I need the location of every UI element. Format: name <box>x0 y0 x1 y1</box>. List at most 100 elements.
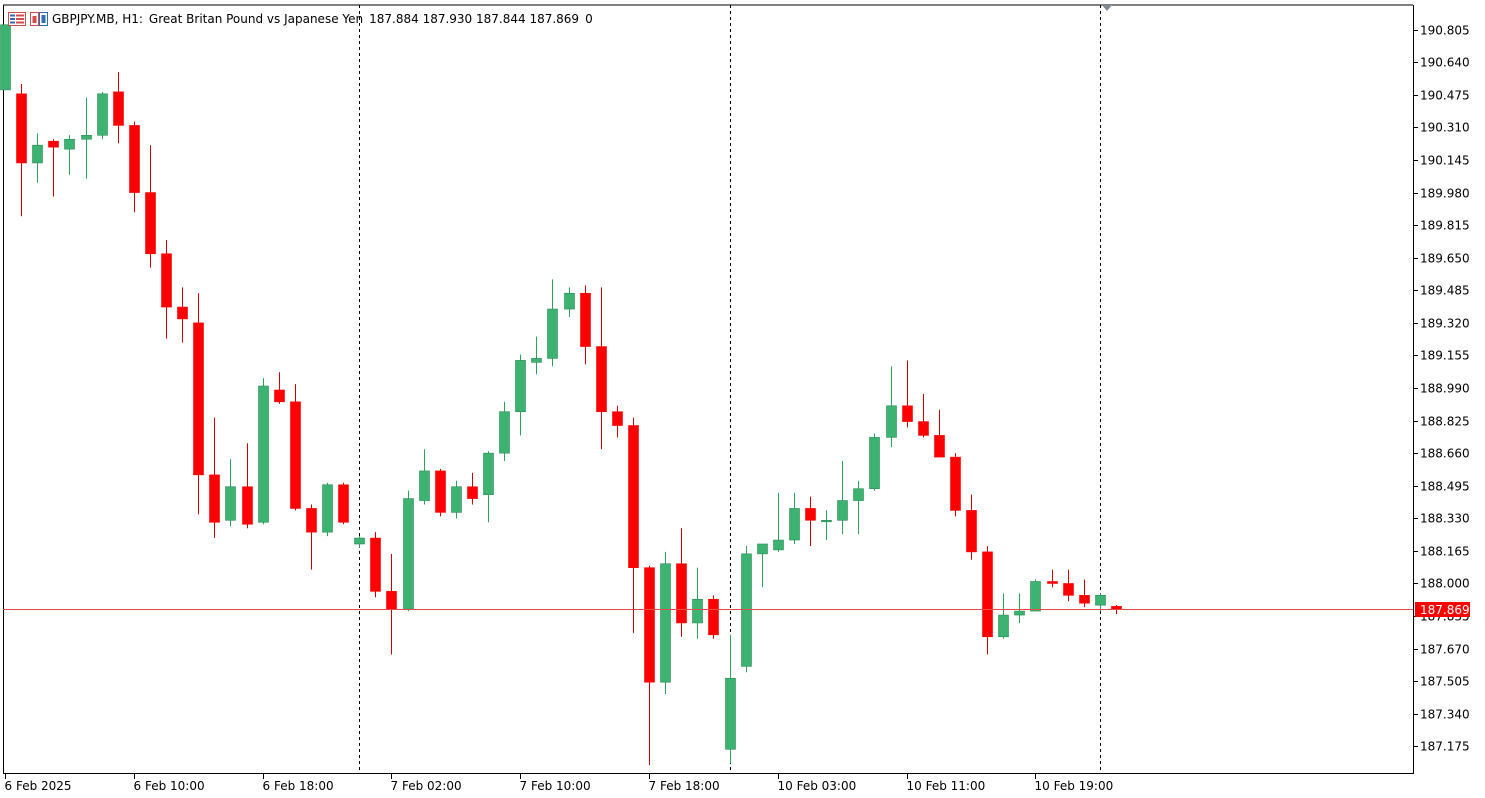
candle-bull[interactable] <box>547 279 558 367</box>
candle-bull[interactable] <box>258 378 269 525</box>
candle-bull[interactable] <box>515 354 526 436</box>
candle-bull[interactable] <box>886 366 897 448</box>
candle-bear[interactable] <box>242 443 253 529</box>
candle-bull[interactable] <box>499 401 510 462</box>
candle-bull[interactable] <box>354 536 365 548</box>
candle-body <box>435 470 446 513</box>
candle-bull[interactable] <box>821 510 832 541</box>
candle-body <box>821 519 832 523</box>
candle-bear[interactable] <box>580 285 591 365</box>
price-tick-label: 190.145 <box>1420 154 1470 168</box>
candle-bear[interactable] <box>644 565 655 766</box>
candle-body <box>97 93 108 136</box>
candle-bear[interactable] <box>1079 579 1090 608</box>
candle-bear[interactable] <box>950 453 961 517</box>
candle-bear[interactable] <box>934 409 945 458</box>
candle-bull[interactable] <box>1014 593 1025 623</box>
candle-bear[interactable] <box>435 468 446 517</box>
chart-shift-marker-icon[interactable] <box>1102 5 1112 11</box>
candle-body <box>982 551 993 638</box>
candle-bear[interactable] <box>161 239 172 339</box>
candle-body <box>193 322 204 476</box>
price-tick-label: 188.825 <box>1420 415 1470 429</box>
candle-body <box>129 125 140 193</box>
candle-bull[interactable] <box>64 135 75 175</box>
candle-bear[interactable] <box>1047 569 1058 588</box>
candle-bear[interactable] <box>676 528 687 637</box>
candle-body <box>258 385 269 523</box>
candle-bear[interactable] <box>708 595 719 639</box>
candle-bear[interactable] <box>966 494 977 560</box>
candle-body <box>1030 581 1041 612</box>
candle-bear[interactable] <box>467 472 478 505</box>
candle-body <box>837 500 848 521</box>
candle-bear[interactable] <box>628 417 639 633</box>
candle-bull[interactable] <box>853 480 864 535</box>
candle-bull[interactable] <box>789 492 800 544</box>
candle-bear[interactable] <box>193 293 204 515</box>
candle-body <box>386 591 397 610</box>
chart-window-icon[interactable] <box>8 12 26 26</box>
candle-bull[interactable] <box>869 433 880 491</box>
candle-bear[interactable] <box>290 384 301 511</box>
candle-bull[interactable] <box>1095 593 1106 612</box>
candle-bull[interactable] <box>403 490 414 612</box>
candle-bull[interactable] <box>81 97 92 179</box>
candle-bull[interactable] <box>660 551 671 695</box>
candle-bear[interactable] <box>1063 569 1074 602</box>
candle-bull[interactable] <box>225 459 236 527</box>
candle-bull[interactable] <box>757 543 768 588</box>
candle-bear[interactable] <box>612 405 623 438</box>
candle-body <box>644 567 655 683</box>
candle-bear[interactable] <box>209 417 220 539</box>
candle-bear[interactable] <box>145 145 156 268</box>
candle-bull[interactable] <box>322 482 333 537</box>
candle-bear[interactable] <box>902 360 913 428</box>
candle-bear[interactable] <box>274 372 285 404</box>
header-ohlc: 187.884 187.930 187.844 187.869 <box>369 12 580 26</box>
candle-bull[interactable] <box>564 287 575 317</box>
candle-bull[interactable] <box>998 593 1009 639</box>
candle-body <box>48 140 59 148</box>
candle-body <box>773 539 784 551</box>
candle-bull[interactable] <box>1030 579 1041 612</box>
candle-bull[interactable] <box>451 480 462 519</box>
candle-bull[interactable] <box>773 492 784 552</box>
candle-body <box>499 411 510 454</box>
candle-bear[interactable] <box>48 139 59 197</box>
candle-bear[interactable] <box>16 83 27 217</box>
candle-bear[interactable] <box>113 72 124 144</box>
candle-bear[interactable] <box>306 504 317 570</box>
candle-body <box>725 677 736 750</box>
candle-bull[interactable] <box>483 451 494 523</box>
candle-bear[interactable] <box>338 482 349 525</box>
price-tick-label: 188.330 <box>1420 512 1470 526</box>
candle-bear[interactable] <box>596 287 607 450</box>
candle-body <box>1095 595 1106 606</box>
candle-bear[interactable] <box>129 121 140 213</box>
candle-bear[interactable] <box>370 532 381 598</box>
candle-bull[interactable] <box>419 449 430 505</box>
price-tick-label: 190.805 <box>1420 24 1470 38</box>
candle-body <box>515 360 526 413</box>
price-tick-label: 189.485 <box>1420 284 1470 298</box>
candle-bear[interactable] <box>177 287 188 343</box>
candle-bull[interactable] <box>837 461 848 535</box>
candle-body <box>290 401 301 509</box>
candle-body <box>161 253 172 308</box>
candle-body <box>612 411 623 426</box>
candle-bear[interactable] <box>918 393 929 438</box>
candle-bear[interactable] <box>982 545 993 655</box>
price-tick-label: 190.475 <box>1420 89 1470 103</box>
candle-bull[interactable] <box>32 133 43 183</box>
candle-bull[interactable] <box>97 91 108 140</box>
candle-body <box>628 425 639 568</box>
candle-bull[interactable] <box>725 634 736 764</box>
candle-bull[interactable] <box>692 567 703 639</box>
candle-bear[interactable] <box>805 496 816 546</box>
candle-bull[interactable] <box>0 24 11 91</box>
one-click-trading-icon[interactable] <box>30 12 48 26</box>
candle-bull[interactable] <box>531 336 542 375</box>
